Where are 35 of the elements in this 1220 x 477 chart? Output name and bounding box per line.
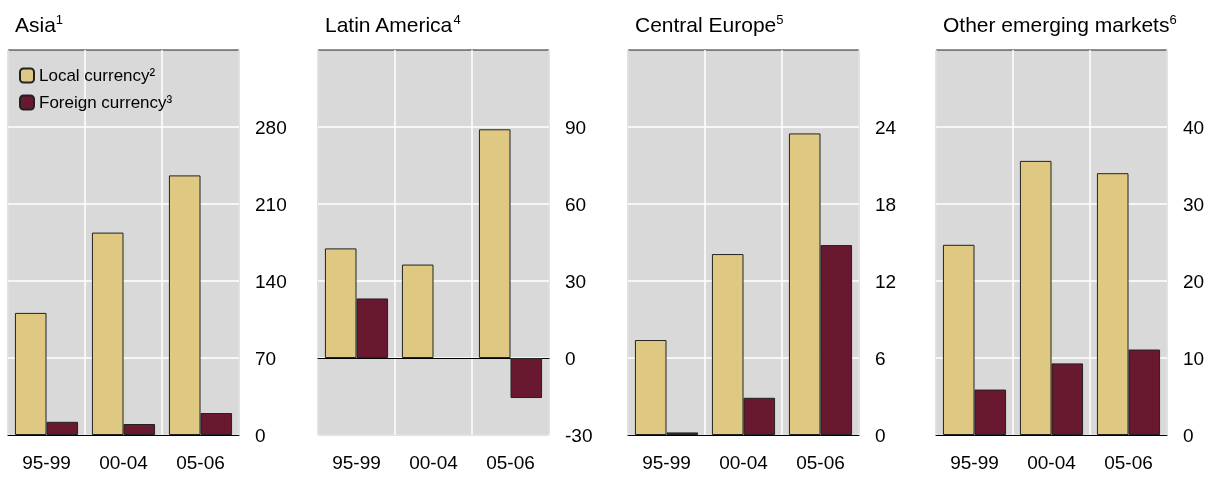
y-tick-label: 90 <box>565 116 587 138</box>
y-tick-label: 0 <box>1183 424 1194 446</box>
y-tick-label: 30 <box>1183 193 1205 215</box>
y-tick-label: 10 <box>1183 347 1205 369</box>
x-tick-label: 00-04 <box>99 452 149 473</box>
y-tick-label: 0 <box>565 347 576 369</box>
y-tick-label: 0 <box>255 424 266 446</box>
legend-label: Foreign currency³ <box>39 93 173 112</box>
y-tick-label: 12 <box>875 270 897 292</box>
x-tick-label: 05-06 <box>176 452 225 473</box>
x-tick-label: 05-06 <box>1104 452 1153 473</box>
x-tick-label: 95-99 <box>642 452 691 473</box>
y-tick-label: 60 <box>565 193 587 215</box>
y-tick-label: 24 <box>875 116 897 138</box>
x-tick-label: 05-06 <box>796 452 845 473</box>
y-tick-label: 210 <box>255 193 287 215</box>
x-tick-label: 00-04 <box>409 452 459 473</box>
y-tick-label: 280 <box>255 116 287 138</box>
x-tick-label: 95-99 <box>950 452 999 473</box>
x-tick-label: 05-06 <box>486 452 535 473</box>
x-tick-label: 00-04 <box>719 452 769 473</box>
y-tick-label: 18 <box>875 193 897 215</box>
x-tick-label: 95-99 <box>22 452 71 473</box>
y-tick-label: 6 <box>875 347 886 369</box>
y-tick-label: 20 <box>1183 270 1205 292</box>
bar <box>401 264 434 358</box>
x-tick-label: 00-04 <box>1027 452 1077 473</box>
y-tick-label: 30 <box>565 270 587 292</box>
legend-label: Local currency² <box>39 66 156 85</box>
y-tick-label: 40 <box>1183 116 1205 138</box>
y-tick-label: 70 <box>255 347 277 369</box>
y-tick-label: 0 <box>875 424 886 446</box>
y-tick-label: -30 <box>565 424 593 446</box>
x-tick-label: 95-99 <box>332 452 381 473</box>
y-tick-label: 140 <box>255 270 287 292</box>
